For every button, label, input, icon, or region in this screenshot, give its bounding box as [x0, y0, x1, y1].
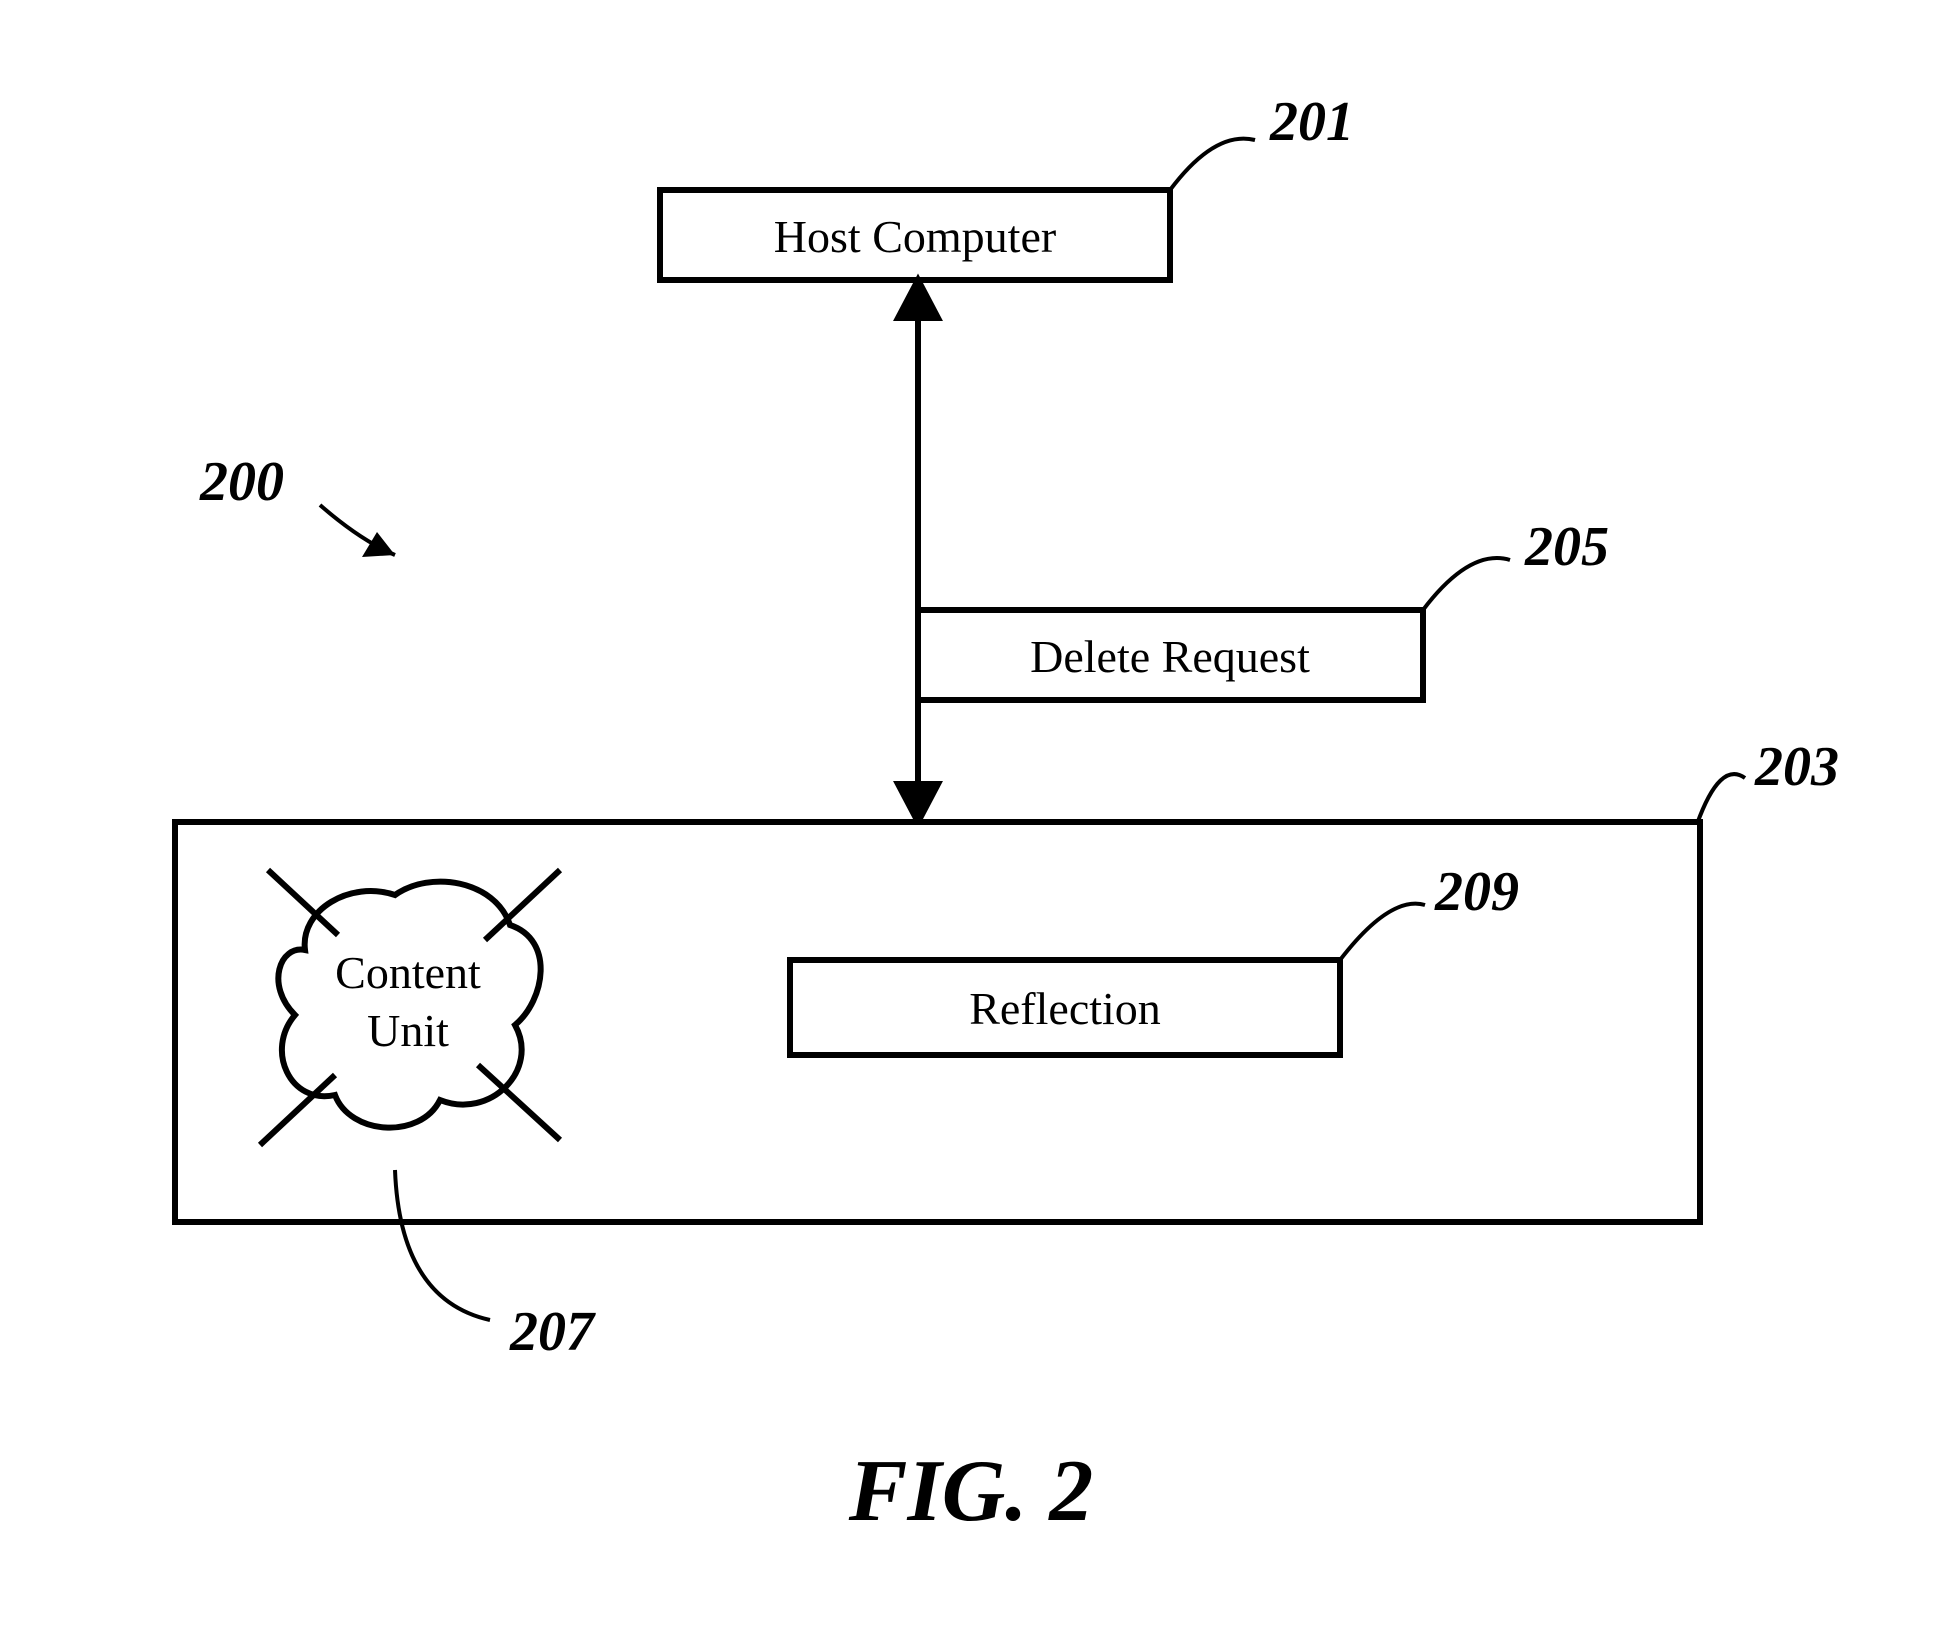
diagram-canvas: Host Computer Delete Request Reflection …	[0, 0, 1942, 1646]
ref-205: 205	[1423, 516, 1609, 610]
content-unit-label-2: Unit	[367, 1005, 449, 1056]
svg-text:209: 209	[1434, 861, 1519, 923]
svg-text:207: 207	[509, 1301, 596, 1363]
figure-label: FIG. 2	[848, 1443, 1094, 1540]
svg-text:205: 205	[1524, 516, 1609, 578]
host-computer-label: Host Computer	[774, 211, 1056, 262]
svg-text:203: 203	[1754, 736, 1839, 798]
reflection-label: Reflection	[969, 983, 1161, 1034]
content-unit-label-1: Content	[335, 947, 481, 998]
delete-request-label: Delete Request	[1030, 631, 1310, 682]
ref-201: 201	[1170, 91, 1354, 190]
svg-text:201: 201	[1269, 91, 1354, 153]
ref-200: 200	[199, 451, 395, 557]
ref-203: 203	[1697, 736, 1839, 824]
host-storage-arrow	[898, 280, 938, 822]
svg-text:200: 200	[199, 451, 284, 513]
